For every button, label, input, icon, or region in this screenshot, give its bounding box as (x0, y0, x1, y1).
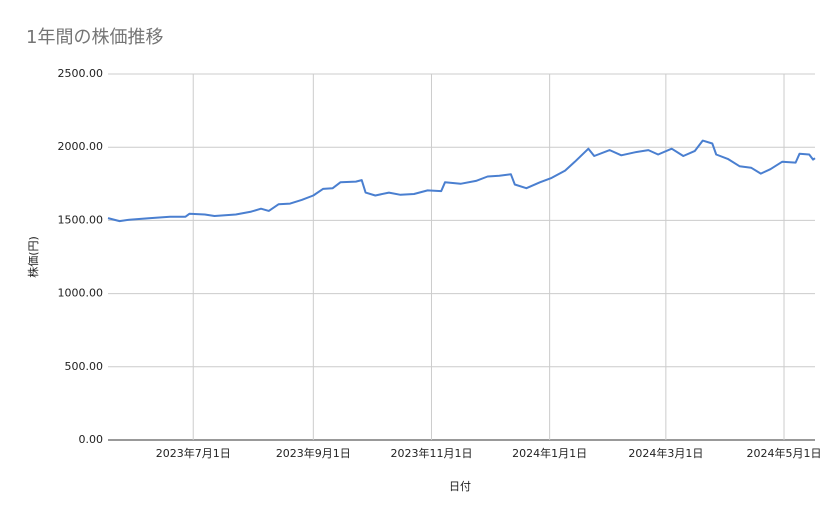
y-tick-label: 1500.00 (58, 213, 104, 226)
x-axis-title: 日付 (449, 480, 471, 493)
y-axis-title: 株価(円) (26, 236, 40, 278)
x-tick-label: 2024年1月1日 (512, 446, 587, 460)
price-line (107, 139, 816, 223)
y-tick-label: 500.00 (65, 360, 104, 373)
x-tick-label: 2023年9月1日 (276, 446, 351, 460)
y-tick-label: 2000.00 (58, 140, 104, 153)
y-tick-label: 2500.00 (58, 67, 104, 80)
x-tick-label: 2023年11月1日 (390, 446, 472, 460)
y-tick-label: 1000.00 (58, 287, 104, 300)
x-tick-label: 2023年7月1日 (156, 446, 231, 460)
chart-title: 1年間の株価推移 (26, 27, 163, 48)
x-tick-label: 2024年3月1日 (628, 446, 703, 460)
y-tick-label: 0.00 (79, 433, 104, 446)
x-tick-label: 2024年5月1日 (747, 446, 822, 460)
